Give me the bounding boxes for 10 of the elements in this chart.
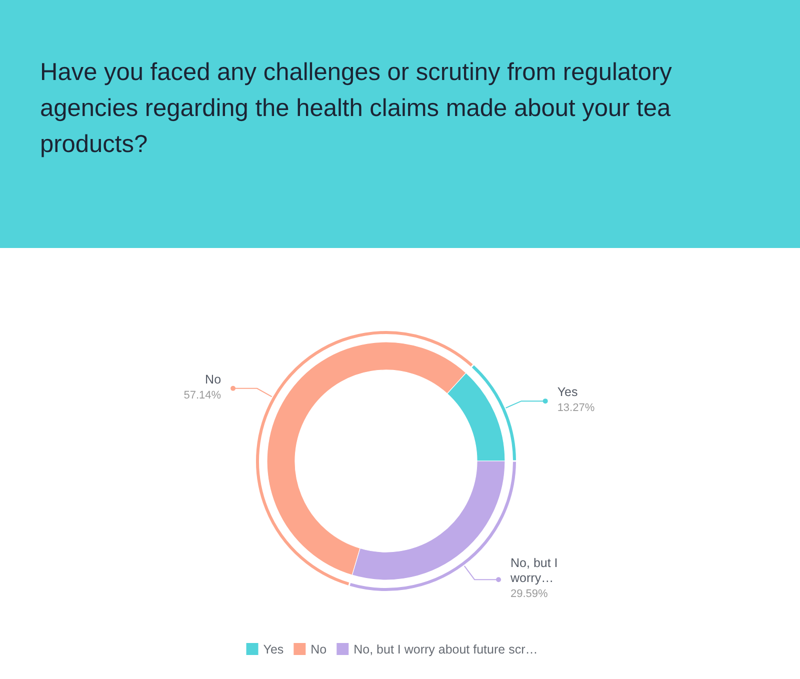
text: No, but I worry…: [510, 556, 558, 586]
legend-label: No: [310, 642, 327, 656]
data-label: 57.14%: [184, 389, 222, 402]
data-label: 29.59%: [510, 588, 548, 600]
legend-label: Yes: [263, 642, 284, 656]
slice-label: Yes: [557, 385, 578, 400]
legend-label: No, but I worry about future scr…: [354, 642, 538, 656]
data-label: 13.27%: [557, 402, 595, 414]
chart-title: Have you faced any challenges or scrutiny from regulatory agencies regarding the health claims made about your tea products?: [40, 59, 673, 158]
slice-label: No: [205, 372, 222, 386]
